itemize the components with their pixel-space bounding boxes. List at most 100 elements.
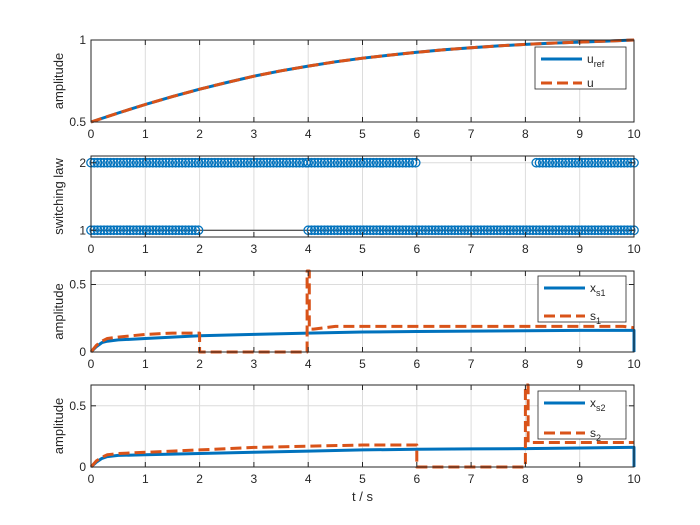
switching-marker	[557, 225, 568, 236]
x-tick-label: 1	[142, 472, 149, 486]
switching-marker	[332, 225, 343, 236]
switching-marker	[505, 225, 516, 236]
x-tick-label: 3	[251, 127, 258, 141]
switching-marker	[167, 225, 178, 236]
switching-marker	[177, 225, 188, 236]
switching-marker	[138, 225, 148, 236]
switching-marker	[180, 225, 191, 236]
switching-marker	[219, 157, 230, 168]
switching-marker	[141, 157, 152, 168]
x-tick-label: 6	[413, 472, 420, 486]
switching-marker	[309, 225, 320, 236]
switching-marker	[603, 157, 613, 168]
switching-marker	[148, 225, 158, 236]
x-tick-label: 8	[522, 127, 529, 141]
switching-marker	[544, 225, 555, 236]
switching-marker	[381, 225, 392, 236]
switching-marker	[183, 157, 194, 168]
x-tick-label: 2	[196, 357, 203, 371]
switching-marker	[436, 225, 447, 236]
switching-marker	[625, 225, 636, 236]
switching-marker	[170, 225, 181, 236]
switching-marker	[157, 225, 168, 236]
switching-marker	[531, 157, 542, 168]
x-tick-label: 4	[305, 357, 312, 371]
x-tick-label: 10	[627, 242, 641, 256]
x-tick-label: 5	[359, 357, 366, 371]
switching-marker	[554, 225, 564, 236]
switching-marker	[216, 157, 227, 168]
switching-marker	[365, 225, 375, 236]
switching-marker	[128, 157, 139, 168]
switching-marker	[265, 157, 276, 168]
x-tick-label: 8	[522, 357, 529, 371]
x-tick-label: 5	[359, 127, 366, 141]
switching-marker	[378, 225, 388, 236]
switching-marker	[544, 157, 555, 168]
switching-marker	[306, 225, 317, 236]
switching-marker	[339, 157, 349, 168]
switching-marker	[118, 225, 129, 236]
switching-marker	[322, 157, 333, 168]
y-tick-label: 0.5	[69, 278, 86, 292]
switching-marker	[174, 157, 184, 168]
legend: xs1 s1	[537, 275, 627, 326]
switching-marker	[534, 157, 545, 168]
x-tick-label: 3	[251, 357, 258, 371]
legend-box	[537, 275, 627, 323]
switching-marker	[407, 225, 418, 236]
x-tick-label: 8	[522, 242, 529, 256]
switching-marker	[190, 157, 201, 168]
switching-marker	[560, 225, 571, 236]
switching-marker	[115, 157, 126, 168]
switching-marker	[410, 157, 421, 168]
switching-marker	[342, 225, 353, 236]
switching-marker	[102, 157, 113, 168]
marker-run	[531, 157, 639, 168]
x-tick-label: 6	[413, 127, 420, 141]
subplot-1: 0 1 2 3 4 5 6 7 8 9 10 0.5 1 amplitude uref u	[51, 33, 641, 141]
switching-marker	[423, 225, 434, 236]
switching-marker	[99, 157, 109, 168]
y-tick-label: 2	[79, 156, 86, 170]
switching-marker	[112, 225, 122, 236]
switching-marker	[394, 157, 405, 168]
switching-marker	[115, 225, 126, 236]
switching-marker	[586, 225, 597, 236]
switching-marker	[144, 157, 155, 168]
y-axis-label: switching law	[51, 158, 66, 235]
switching-marker	[495, 225, 506, 236]
switching-marker	[612, 157, 623, 168]
switching-marker	[319, 225, 330, 236]
x-tick-label: 2	[196, 472, 203, 486]
x-tick-label: 0	[88, 357, 95, 371]
x-tick-label: 9	[576, 357, 583, 371]
switching-marker	[420, 225, 431, 236]
switching-marker	[381, 157, 392, 168]
switching-marker	[577, 157, 587, 168]
switching-marker	[229, 157, 240, 168]
switching-marker	[131, 225, 142, 236]
y-tick-label: 0	[79, 460, 86, 474]
switching-marker	[278, 157, 289, 168]
switching-marker	[190, 225, 201, 236]
switching-marker	[125, 157, 135, 168]
switching-marker	[485, 225, 496, 236]
x-tick-label: 10	[627, 127, 641, 141]
switching-marker	[236, 157, 246, 168]
switching-marker	[596, 157, 607, 168]
switching-marker	[489, 225, 499, 236]
switching-marker	[193, 225, 204, 236]
y-axis-label: amplitude	[51, 53, 66, 109]
switching-marker	[306, 157, 317, 168]
switching-marker	[619, 157, 630, 168]
switching-marker	[375, 157, 385, 168]
switching-marker	[541, 225, 551, 236]
switching-marker	[135, 157, 145, 168]
switching-marker	[563, 225, 574, 236]
series-s-2	[89, 383, 634, 469]
legend-box	[537, 390, 627, 440]
switching-marker	[365, 157, 375, 168]
legend-entry: uref	[587, 52, 605, 69]
